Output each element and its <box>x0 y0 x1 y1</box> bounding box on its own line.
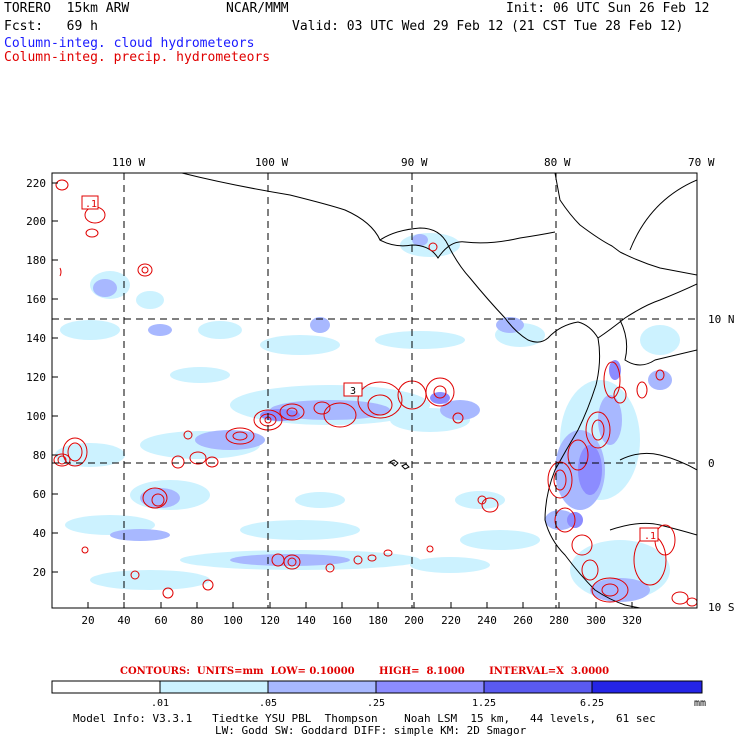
x-tick-180: 180 <box>368 614 388 627</box>
lon-label-100w: 100 W <box>255 156 288 169</box>
y-tick-200: 200 <box>26 215 46 228</box>
colorbar-unit: mm <box>694 698 706 709</box>
lon-label-90w: 90 W <box>401 156 428 169</box>
contour-label-1: .1 <box>85 199 97 210</box>
y-tick-140: 140 <box>26 332 46 345</box>
x-tick-160: 160 <box>332 614 352 627</box>
x-tick-60: 60 <box>154 614 167 627</box>
x-tick-300: 300 <box>586 614 606 627</box>
contour-label-3: .1 <box>644 531 656 542</box>
x-tick-260: 260 <box>513 614 533 627</box>
map-frame <box>51 172 698 609</box>
lon-label-80w: 80 W <box>544 156 571 169</box>
y-tick-40: 40 <box>33 527 46 540</box>
model-info-line1: Model Info: V3.3.1 Tiedtke YSU PBL Thomp… <box>73 712 656 725</box>
y-tick-120: 120 <box>26 371 46 384</box>
x-tick-100: 100 <box>223 614 243 627</box>
y-tick-80: 80 <box>33 449 46 462</box>
lat-label-10s: 10 S <box>708 601 735 614</box>
contour-info: CONTOURS: UNITS=mm LOW= 0.10000 HIGH= 8.… <box>120 666 610 677</box>
colorbar-label-005: .05 <box>259 698 277 709</box>
lat-label-10n: 10 N <box>708 313 735 326</box>
colorbar-swatch-2 <box>159 680 269 694</box>
contour-label-2: 3 <box>350 386 356 397</box>
cloud-hydrometeor-field <box>55 233 680 602</box>
x-tick-80: 80 <box>190 614 203 627</box>
lon-label-110w: 110 W <box>112 156 145 169</box>
colorbar-swatch-5 <box>483 680 593 694</box>
colorbar-swatch-1 <box>51 680 161 694</box>
x-tick-280: 280 <box>549 614 569 627</box>
field2-label: Column-integ. precip. hydrometeors <box>4 50 271 65</box>
colorbar-swatch-4 <box>375 680 485 694</box>
forecast-hour: Fcst: 69 h <box>4 19 98 34</box>
y-tick-180: 180 <box>26 254 46 267</box>
y-tick-60: 60 <box>33 488 46 501</box>
x-tick-20: 20 <box>81 614 94 627</box>
field1-label: Column-integ. cloud hydrometeors <box>4 36 255 51</box>
colorbar-label-001: .01 <box>151 698 169 709</box>
colorbar: .01 .05 .25 1.25 6.25 mm <box>51 680 706 709</box>
colorbar-swatch-3 <box>267 680 377 694</box>
init-time: Init: 06 UTC Sun 26 Feb 12 <box>506 1 710 16</box>
lon-label-70w: 70 W <box>688 156 715 169</box>
colorbar-label-025: .25 <box>367 698 385 709</box>
y-tick-100: 100 <box>26 410 46 423</box>
colorbar-swatch-6 <box>591 680 703 694</box>
x-tick-240: 240 <box>477 614 497 627</box>
model-info-line2: LW: Godd SW: Goddard DIFF: simple KM: 2D… <box>215 724 527 737</box>
latlon-grid <box>52 173 697 608</box>
x-tick-120: 120 <box>260 614 280 627</box>
colorbar-label-125: 1.25 <box>472 698 496 709</box>
y-tick-20: 20 <box>33 566 46 579</box>
coastline <box>181 173 697 608</box>
x-tick-320: 320 <box>622 614 642 627</box>
contour-labels: .1 3 .1 <box>81 195 659 542</box>
org-label: NCAR/MMM <box>226 1 289 16</box>
model-name: TORERO 15km ARW <box>4 1 130 16</box>
tick-labels: 110 W 100 W 90 W 80 W 70 W 10 N 0 10 S 2… <box>26 156 734 627</box>
colorbar-label-625: 6.25 <box>580 698 604 709</box>
x-tick-140: 140 <box>296 614 316 627</box>
lat-label-0: 0 <box>708 457 715 470</box>
y-tick-220: 220 <box>26 177 46 190</box>
x-tick-40: 40 <box>117 614 130 627</box>
x-tick-200: 200 <box>404 614 424 627</box>
valid-time: Valid: 03 UTC Wed 29 Feb 12 (21 CST Tue … <box>292 19 684 34</box>
axis-ticks <box>52 182 633 608</box>
y-tick-160: 160 <box>26 293 46 306</box>
x-tick-220: 220 <box>441 614 461 627</box>
